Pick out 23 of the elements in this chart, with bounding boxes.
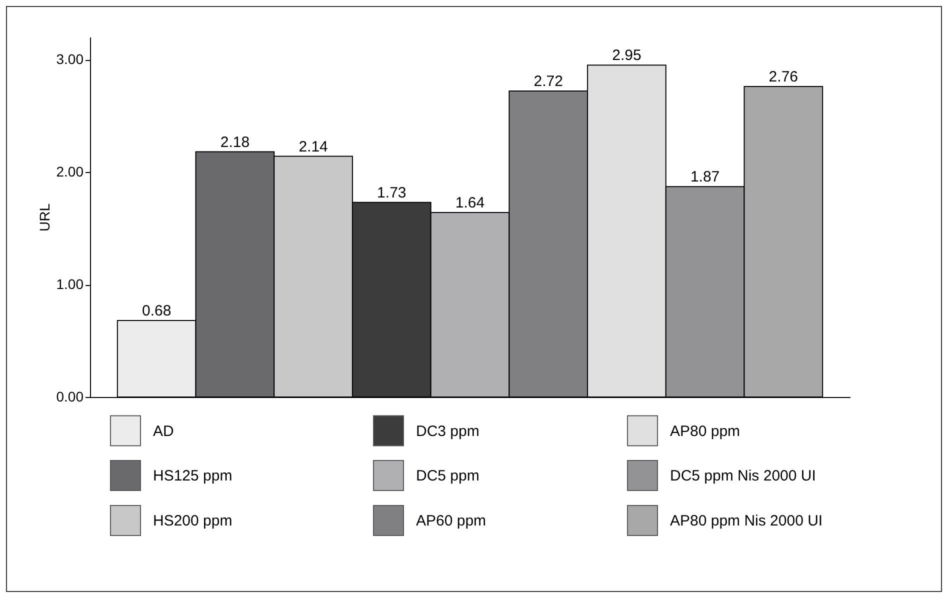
data-label: 1.87 <box>690 168 720 186</box>
legend-label: AD <box>153 422 174 440</box>
y-axis-title: URL <box>36 203 52 232</box>
data-label: 0.68 <box>142 302 172 320</box>
data-label: 1.64 <box>455 194 485 212</box>
data-label: 1.73 <box>377 184 406 202</box>
legend-label: AP80 ppm Nis 2000 UI <box>670 512 823 530</box>
data-label: 2.95 <box>612 47 642 64</box>
y-tick-label: 1.00 <box>56 276 84 292</box>
legend-label: HS125 ppm <box>153 468 232 484</box>
y-tick-label: 0.00 <box>56 388 84 404</box>
legend-label: DC3 ppm <box>416 422 480 440</box>
data-label: 2.18 <box>220 134 250 151</box>
y-tick-label: 3.00 <box>56 51 84 67</box>
data-label: 2.72 <box>534 73 563 90</box>
legend-label: HS200 ppm <box>153 512 232 530</box>
legend-label: DC5 ppm <box>416 468 480 484</box>
data-label: 2.76 <box>768 68 798 86</box>
legend-label: AP80 ppm <box>670 422 740 440</box>
data-label: 2.14 <box>298 138 328 156</box>
legend-label: DC5 ppm Nis 2000 UI <box>670 468 816 484</box>
legend-label: AP60 ppm <box>416 512 486 530</box>
y-tick-label: 2.00 <box>56 164 84 180</box>
